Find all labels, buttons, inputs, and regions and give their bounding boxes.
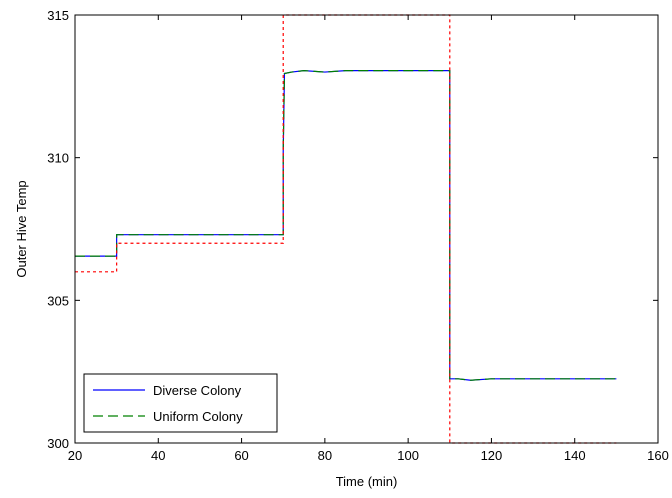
- y-tick-label: 305: [47, 293, 69, 308]
- x-tick-label: 80: [318, 448, 332, 463]
- legend: Diverse Colony Uniform Colony: [83, 373, 278, 433]
- x-axis-ticks: 20 40 60 80 100 120 140 160: [68, 15, 669, 463]
- plot-frame: [74, 14, 659, 444]
- x-tick-label: 60: [234, 448, 248, 463]
- legend-label-uniform-colony: Uniform Colony: [153, 409, 243, 424]
- y-axis-label: Outer Hive Temp: [14, 180, 29, 277]
- y-tick-label: 310: [47, 151, 69, 166]
- x-tick-label: 40: [151, 448, 165, 463]
- x-tick-label: 140: [564, 448, 586, 463]
- legend-box: [83, 373, 278, 433]
- x-tick-label: 120: [481, 448, 503, 463]
- x-tick-label: 100: [397, 448, 419, 463]
- series-line-diverse-colony: [75, 70, 617, 381]
- x-axis-label: Time (min): [336, 474, 398, 489]
- y-axis-ticks: 300 305 310 315: [47, 8, 658, 451]
- series-line-2: [75, 14, 617, 444]
- legend-label-diverse-colony: Diverse Colony: [153, 383, 242, 398]
- y-tick-label: 315: [47, 8, 69, 23]
- plot-lines: [75, 14, 617, 444]
- x-tick-label: 20: [68, 448, 82, 463]
- y-tick-label: 300: [47, 436, 69, 451]
- x-tick-label: 160: [647, 448, 669, 463]
- series-line-uniform-colony: [75, 70, 617, 381]
